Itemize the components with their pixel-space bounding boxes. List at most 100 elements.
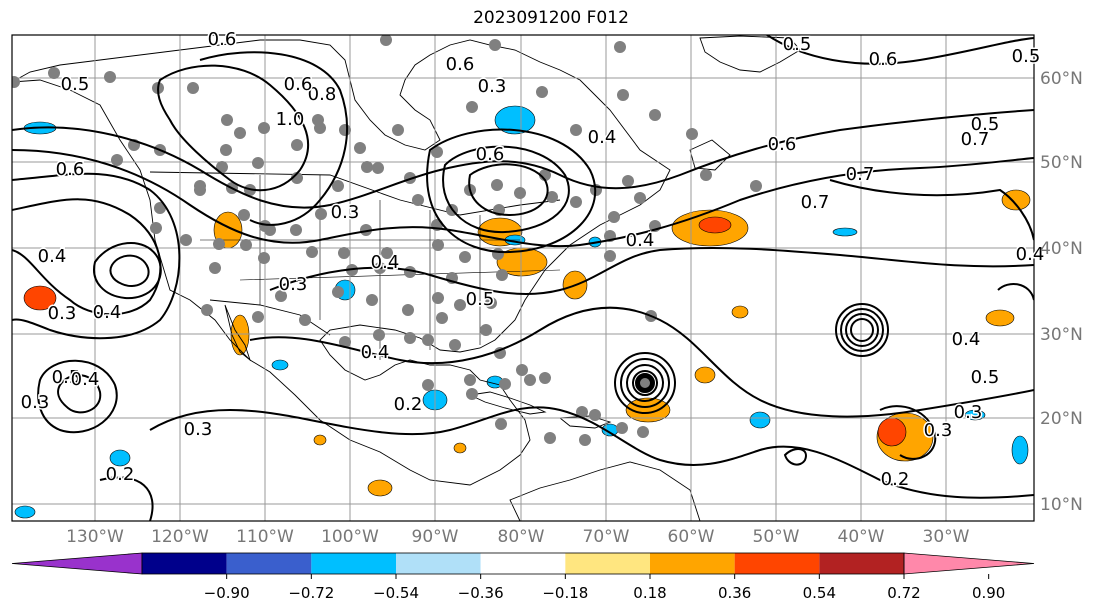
anomaly-patch — [694, 366, 716, 384]
contour-line — [269, 246, 1034, 295]
vortex-ring — [620, 358, 670, 408]
anomaly-shading — [14, 105, 1031, 519]
station-dot — [546, 191, 558, 203]
latitude-label: 30°N — [1040, 325, 1083, 345]
station-dot — [614, 41, 626, 53]
longitude-label: 90°W — [412, 527, 459, 547]
vortex-ring — [840, 308, 884, 352]
anomaly-patch — [109, 449, 131, 467]
station-dot — [622, 175, 634, 187]
colorbar-tick-label: −0.54 — [373, 584, 419, 602]
longitude-label: 50°W — [753, 527, 800, 547]
latitude-label: 20°N — [1040, 409, 1083, 429]
contour-line — [12, 109, 1034, 209]
longitude-label: 100°W — [321, 527, 379, 547]
station-dot — [432, 239, 444, 251]
longitude-label: 80°W — [498, 527, 545, 547]
station-dot — [209, 262, 221, 274]
coastline-south-america — [509, 461, 701, 521]
contour-line — [12, 149, 1034, 248]
longitude-label: 30°W — [923, 527, 970, 547]
anomaly-patch — [313, 434, 327, 446]
station-dot — [332, 286, 344, 298]
station-dot — [258, 252, 270, 264]
contour-label: 0.7 — [801, 192, 830, 213]
vortex-ring — [850, 318, 874, 342]
contour-line — [12, 172, 181, 340]
anomaly-patch — [453, 442, 467, 454]
station-dot — [201, 304, 213, 316]
contour-labels: 0.50.6 0.50.60.40.50.70.60.81.00.60.70.40… — [19, 28, 1046, 492]
coastline-cuba — [468, 391, 547, 415]
station-dot — [361, 161, 373, 173]
anomaly-patch — [877, 417, 907, 447]
station-dot — [494, 347, 506, 359]
anomaly-patch — [749, 411, 771, 429]
station-dot — [290, 224, 302, 236]
map-title: 2023091200 F012 — [473, 8, 629, 28]
contour-label: 0.2 — [106, 464, 135, 485]
contour-label: 0.5 — [61, 74, 90, 95]
contour-line — [879, 405, 937, 460]
contour-label: 0.4 — [38, 246, 67, 267]
colorbar-segment — [396, 553, 481, 574]
contour-line — [765, 35, 1034, 65]
station-dot — [700, 169, 712, 181]
anomaly-patch — [731, 305, 749, 319]
vortex-ring — [626, 364, 664, 402]
contour-label: 0.4 — [371, 252, 400, 273]
station-dot — [275, 290, 287, 302]
colorbar-segment — [142, 553, 227, 574]
station-dot — [312, 114, 324, 126]
contour-label: 0.4 — [361, 342, 390, 363]
station-dot — [570, 196, 582, 208]
anomaly-patch — [985, 309, 1015, 327]
station-dot — [750, 180, 762, 192]
contour-label: 0.6 — [476, 144, 505, 165]
station-dot — [404, 332, 416, 344]
colorbar-extend-low — [11, 552, 143, 575]
longitude-label: 40°W — [838, 527, 885, 547]
longitude-label: 60°W — [668, 527, 715, 547]
contour-label: 0.3 — [954, 402, 983, 423]
station-dot — [194, 184, 206, 196]
contour-line — [93, 242, 162, 300]
colorbar: −0.90 −0.72 −0.54 −0.36 −0.18 0.18 0.36 0.54 0.7… — [11, 552, 1035, 602]
contour-label: 0.7 — [846, 164, 875, 185]
station-dot — [514, 187, 526, 199]
contour-label: 0.4 — [952, 329, 981, 350]
colorbar-tick-label: 0.90 — [972, 584, 1005, 602]
station-dot — [332, 180, 344, 192]
contour-label: 0.5 — [971, 114, 1000, 135]
coastline-north-america — [12, 39, 671, 486]
station-dot — [258, 122, 270, 134]
contour-label: 0.2 — [394, 394, 423, 415]
station-dot — [539, 372, 551, 384]
station-dot — [240, 239, 252, 251]
vortex-ring — [845, 313, 879, 347]
contour-label: 0.5 — [52, 367, 81, 388]
colorbar-segment — [650, 553, 735, 574]
station-dot — [485, 297, 497, 309]
station-dot — [604, 250, 616, 262]
contour-label: 0.4 — [93, 302, 122, 323]
contour-line — [37, 359, 118, 434]
vortex-ring — [632, 370, 658, 396]
station-dot — [372, 162, 384, 174]
colorbar-segment — [480, 553, 566, 574]
contour-label: 0.4 — [71, 369, 100, 390]
coastlines — [12, 35, 801, 521]
station-dot — [431, 146, 443, 158]
station-dot — [216, 161, 228, 173]
colorbar-frame — [141, 552, 905, 575]
station-dot — [338, 247, 350, 259]
station-dot — [539, 169, 551, 181]
station-dot — [492, 248, 504, 260]
contour-line — [109, 254, 150, 287]
anomaly-patch — [832, 227, 858, 237]
colorbar-tick-label: 0.36 — [718, 584, 751, 602]
contour-label: 0.5 — [783, 34, 812, 55]
station-dot — [495, 418, 507, 430]
station-dot — [499, 378, 511, 390]
station-dot — [617, 89, 629, 101]
